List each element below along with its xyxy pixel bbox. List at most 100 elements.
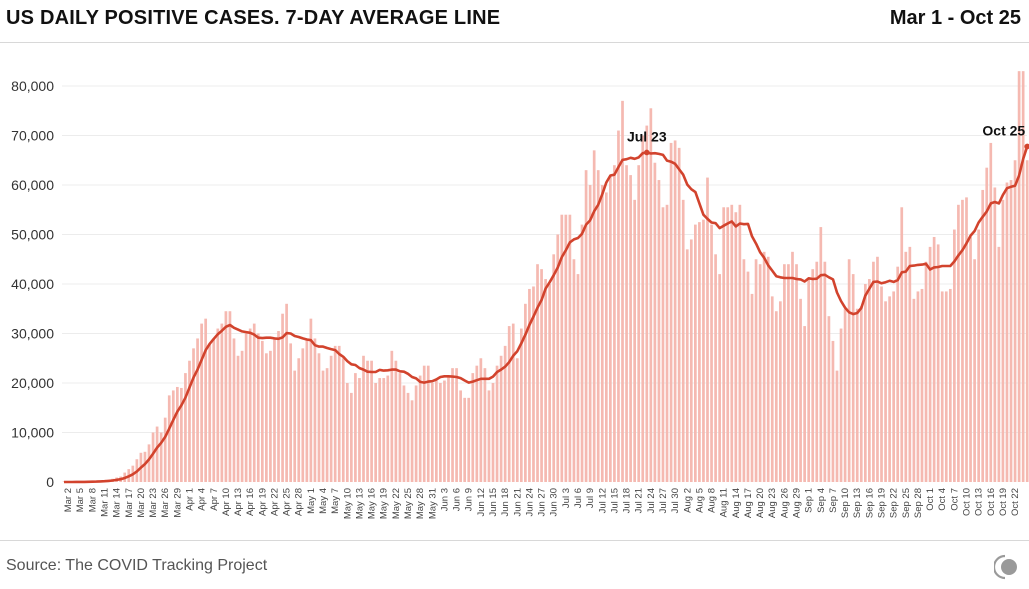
bar xyxy=(536,264,539,482)
y-axis-labels: 0 10,000 20,000 30,000 40,000 50,000 60,000 70,… xyxy=(11,78,54,490)
bar xyxy=(418,375,422,482)
bar xyxy=(317,353,321,482)
bar xyxy=(888,296,891,482)
chart-title: US DAILY POSITIVE CASES. 7-DAY AVERAGE L… xyxy=(6,7,501,29)
x-tick-label: Sep 19 xyxy=(877,488,888,518)
bar xyxy=(961,199,964,482)
bar xyxy=(835,370,839,482)
x-tick-label: Jul 6 xyxy=(573,488,584,508)
bar xyxy=(758,264,762,482)
bar xyxy=(778,301,782,482)
bar xyxy=(1001,199,1005,482)
bar xyxy=(443,380,446,482)
bar xyxy=(665,204,669,483)
bar xyxy=(989,142,993,483)
x-tick-label: Jun 21 xyxy=(512,488,523,517)
bar xyxy=(722,207,726,482)
bar xyxy=(337,345,341,482)
bar xyxy=(1025,160,1029,482)
bar xyxy=(151,432,155,482)
bar xyxy=(754,259,758,482)
bar xyxy=(993,187,997,482)
x-tick-label: Mar 2 xyxy=(63,488,74,512)
bar xyxy=(232,338,236,482)
covid-tracking-logo-icon xyxy=(994,554,1017,580)
y-tick-label: 50,000 xyxy=(11,227,54,243)
bar xyxy=(997,246,1001,482)
x-tick-label: Sep 13 xyxy=(852,488,863,518)
bar xyxy=(912,298,916,482)
x-tick-label: Jun 30 xyxy=(549,488,560,517)
bar xyxy=(519,328,523,482)
date-range: Mar 1 - Oct 25 xyxy=(889,7,1021,29)
bar xyxy=(847,259,851,482)
x-tick-label: Mar 5 xyxy=(75,488,86,512)
x-tick-label: May 31 xyxy=(427,488,438,519)
bar xyxy=(880,286,883,482)
x-tick-label: Jun 12 xyxy=(476,488,487,517)
bar xyxy=(273,338,276,482)
x-tick-label: Jul 24 xyxy=(646,488,657,513)
bar xyxy=(329,355,333,482)
bar xyxy=(572,259,576,482)
bar xyxy=(265,353,268,482)
bar xyxy=(414,385,418,482)
bar xyxy=(333,345,337,482)
x-tick-label: Oct 1 xyxy=(925,488,936,511)
x-tick-label: Oct 10 xyxy=(962,488,973,516)
bar xyxy=(175,386,179,482)
x-tick-label: Jun 15 xyxy=(488,488,499,517)
bar xyxy=(1005,182,1009,482)
x-tick-label: Mar 20 xyxy=(136,488,147,518)
bar xyxy=(920,288,924,482)
bar xyxy=(544,279,547,482)
x-tick-label: May 10 xyxy=(342,488,353,519)
bar xyxy=(471,373,475,482)
bar xyxy=(673,140,677,482)
bar xyxy=(447,375,450,482)
bar xyxy=(224,311,228,482)
bar xyxy=(515,358,519,482)
bar xyxy=(932,236,936,482)
x-tick-label: Jun 18 xyxy=(500,488,511,517)
bar xyxy=(370,360,373,482)
bar xyxy=(791,251,794,482)
bar xyxy=(588,185,592,482)
bar xyxy=(459,390,462,482)
bar xyxy=(269,350,272,482)
bar xyxy=(475,365,479,482)
bar xyxy=(657,180,661,483)
x-tick-label: May 22 xyxy=(391,488,402,519)
y-tick-label: 70,000 xyxy=(11,128,54,144)
x-tick-label: Aug 2 xyxy=(682,488,693,513)
bar xyxy=(827,316,831,482)
x-tick-label: Aug 23 xyxy=(767,488,778,518)
bar xyxy=(884,301,887,482)
bar xyxy=(653,162,657,482)
x-tick-label: Sep 10 xyxy=(840,488,851,518)
bar xyxy=(803,326,806,482)
x-tick-label: May 25 xyxy=(403,488,414,519)
chart: 0 10,000 20,000 30,000 40,000 50,000 60,000 70,… xyxy=(11,71,1029,519)
x-tick-label: Jul 30 xyxy=(670,488,681,513)
bar xyxy=(325,368,329,482)
bar xyxy=(167,395,171,482)
bar xyxy=(916,291,920,482)
bar xyxy=(661,207,665,482)
x-tick-label: Jul 15 xyxy=(609,488,620,513)
bar xyxy=(188,360,191,482)
bar xyxy=(689,239,693,482)
bar xyxy=(981,189,985,482)
x-tick-label: Sep 22 xyxy=(889,488,900,518)
bar xyxy=(244,333,248,482)
bar xyxy=(256,333,260,482)
bar xyxy=(957,204,960,483)
bar xyxy=(511,323,515,482)
annotation-label: Jul 23 xyxy=(627,128,667,144)
bar xyxy=(277,331,280,482)
x-tick-label: Mar 14 xyxy=(112,488,123,518)
bar xyxy=(341,358,345,482)
bar xyxy=(815,261,819,482)
bar xyxy=(394,360,398,482)
bar xyxy=(479,358,483,482)
